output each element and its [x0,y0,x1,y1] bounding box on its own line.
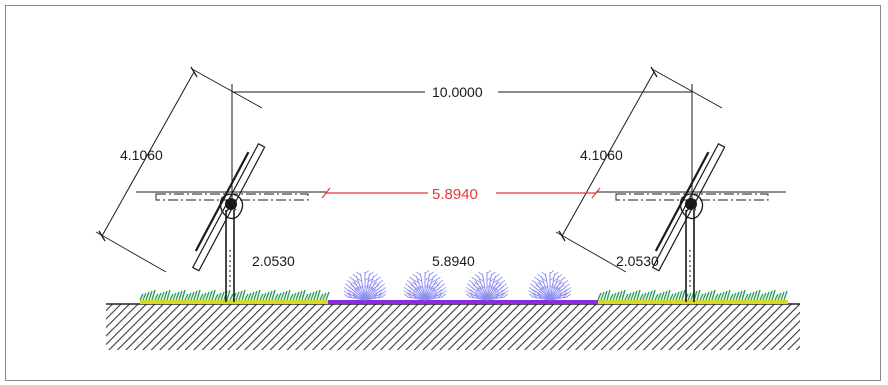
dimension-spacing-label: 10.0000 [432,84,483,100]
ground-hatch-icon [106,303,800,350]
crop-zone-width-label: 5.8940 [432,253,475,269]
dimension-clearance [321,187,601,199]
post-height-right-label: 2.0530 [616,253,659,269]
crop-plants-icon [343,270,572,301]
grass-strip-icon [597,289,788,301]
surface-strip [140,300,788,304]
panel-length-left-label: 4.1060 [120,147,163,163]
grass-strip-icon [139,289,330,301]
panel-length-right-label: 4.1060 [580,147,623,163]
post-height-ticks [229,250,691,290]
dimension-clearance-label: 5.8940 [432,186,478,203]
tracker-right-icon [555,66,786,302]
tracker-left-icon [95,66,326,302]
dimension-spacing [231,84,693,100]
post-height-left-label: 2.0530 [252,253,295,269]
